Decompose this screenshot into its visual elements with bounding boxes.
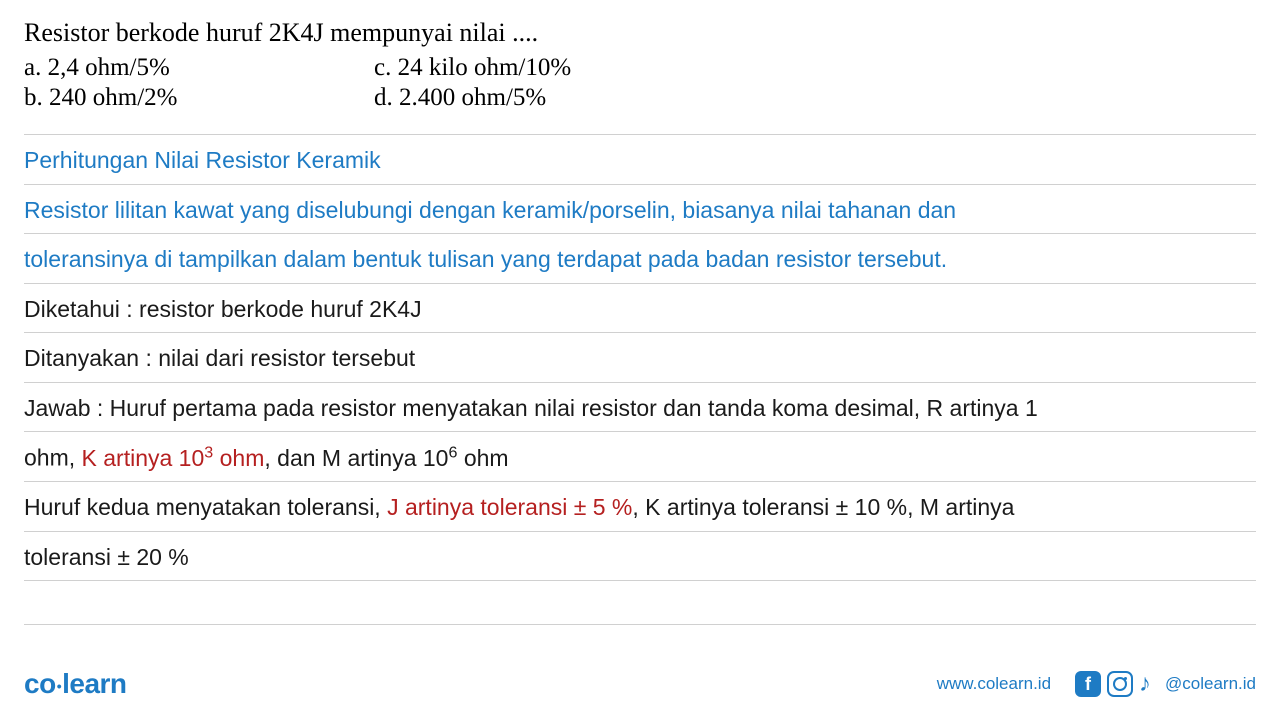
options-row-2: b. 240 ohm/2% d. 2.400 ohm/5% — [24, 84, 1256, 112]
social-icons: f ♪ — [1075, 670, 1151, 698]
answer-jawab-2: ohm, K artinya 103 ohm, dan M artinya 10… — [24, 432, 1256, 482]
option-c: c. 24 kilo ohm/10% — [374, 54, 571, 82]
tiktok-icon[interactable]: ♪ — [1139, 670, 1151, 698]
logo-learn: learn — [62, 668, 126, 699]
answer-intro-2: toleransinya di tampilkan dalam bentuk t… — [24, 234, 1256, 284]
option-d: d. 2.400 ohm/5% — [374, 84, 546, 112]
logo: co•learn — [24, 668, 127, 700]
jawab2-red: K artinya 103 ohm — [82, 445, 265, 471]
footer: co•learn www.colearn.id f ♪ @colearn.id — [0, 652, 1280, 720]
facebook-icon[interactable]: f — [1075, 671, 1101, 697]
jawab3-red: J artinya toleransi ± 5 % — [387, 494, 632, 520]
question-block: Resistor berkode huruf 2K4J mempunyai ni… — [0, 0, 1280, 122]
option-b: b. 240 ohm/2% — [24, 84, 374, 112]
jawab3-part2: , K artinya toleransi ± 10 %, M artinya — [632, 494, 1014, 520]
option-a: a. 2,4 ohm/5% — [24, 54, 374, 82]
options-row-1: a. 2,4 ohm/5% c. 24 kilo ohm/10% — [24, 54, 1256, 82]
answer-jawab-3: Huruf kedua menyatakan toleransi, J arti… — [24, 482, 1256, 532]
answer-jawab-4: toleransi ± 20 % — [24, 532, 1256, 582]
website-link[interactable]: www.colearn.id — [937, 674, 1051, 694]
footer-right: www.colearn.id f ♪ @colearn.id — [937, 670, 1256, 698]
jawab3-part1: Huruf kedua menyatakan toleransi, — [24, 494, 387, 520]
instagram-icon[interactable] — [1107, 671, 1133, 697]
answer-section: Perhitungan Nilai Resistor Keramik Resis… — [0, 134, 1280, 625]
answer-intro-1: Resistor lilitan kawat yang diselubungi … — [24, 185, 1256, 235]
empty-line — [24, 581, 1256, 625]
answer-heading: Perhitungan Nilai Resistor Keramik — [24, 134, 1256, 185]
social-handle: @colearn.id — [1165, 674, 1256, 694]
logo-co: co — [24, 668, 56, 699]
answer-diketahui: Diketahui : resistor berkode huruf 2K4J — [24, 284, 1256, 334]
jawab2-part1: ohm, — [24, 445, 82, 471]
answer-ditanyakan: Ditanyakan : nilai dari resistor tersebu… — [24, 333, 1256, 383]
logo-dot: • — [57, 678, 61, 694]
jawab2-part2: , dan M artinya 106 ohm — [264, 445, 508, 471]
answer-jawab-1: Jawab : Huruf pertama pada resistor meny… — [24, 383, 1256, 433]
question-title: Resistor berkode huruf 2K4J mempunyai ni… — [24, 18, 1256, 48]
